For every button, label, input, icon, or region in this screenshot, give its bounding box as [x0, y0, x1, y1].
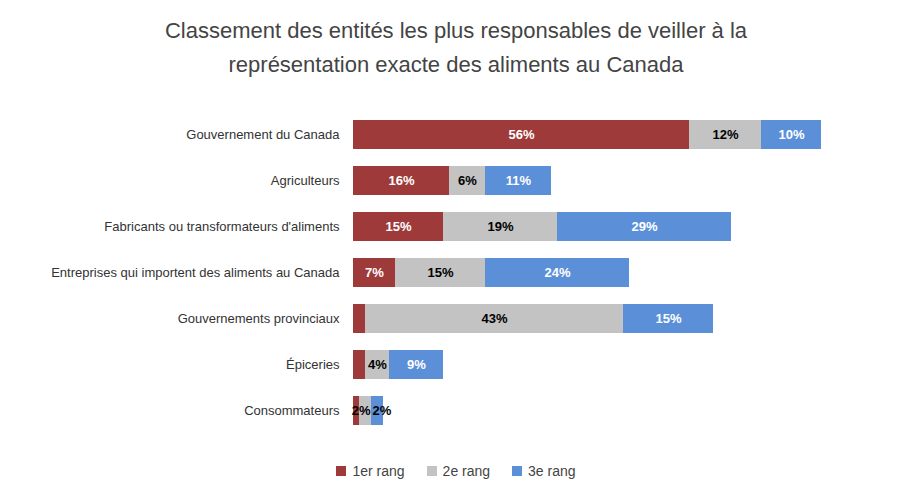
svg-text:Fabricants ou transformateurs: Fabricants ou transformateurs d'aliments [104, 219, 340, 234]
svg-text:Entreprises qui importent des: Entreprises qui importent des aliments a… [51, 265, 340, 280]
svg-text:4%: 4% [368, 357, 387, 372]
svg-text:19%: 19% [487, 219, 513, 234]
svg-text:2%: 2% [352, 403, 371, 418]
svg-text:Consommateurs: Consommateurs [244, 403, 340, 418]
svg-text:6%: 6% [458, 173, 477, 188]
svg-text:7%: 7% [365, 265, 384, 280]
svg-text:2%: 2% [373, 403, 392, 418]
svg-text:43%: 43% [481, 311, 507, 326]
svg-text:16%: 16% [388, 173, 414, 188]
svg-text:15%: 15% [655, 311, 681, 326]
svg-text:29%: 29% [631, 219, 657, 234]
svg-text:Agriculteurs: Agriculteurs [271, 173, 340, 188]
svg-text:56%: 56% [508, 127, 534, 142]
html-text:Classement des entités les plu: Classement des entités les plus responsa… [165, 18, 747, 77]
svg-text:Épiceries: Épiceries [286, 357, 340, 372]
svg-text:Gouvernements provinciaux: Gouvernements provinciaux [178, 311, 340, 326]
html-text:2e rang: 2e rang [442, 463, 491, 479]
svg-text:15%: 15% [427, 265, 453, 280]
svg-text:11%: 11% [506, 173, 532, 188]
svg-text:10%: 10% [778, 127, 804, 142]
svg-text:12%: 12% [712, 127, 738, 142]
svg-text:24%: 24% [544, 265, 570, 280]
html-text:1er rang: 1er rang [352, 463, 405, 479]
svg-text:9%: 9% [407, 357, 426, 372]
html-text:3e rang: 3e rang [528, 463, 576, 479]
svg-text:Gouvernement du Canada: Gouvernement du Canada [186, 127, 340, 142]
svg-text:15%: 15% [385, 219, 411, 234]
